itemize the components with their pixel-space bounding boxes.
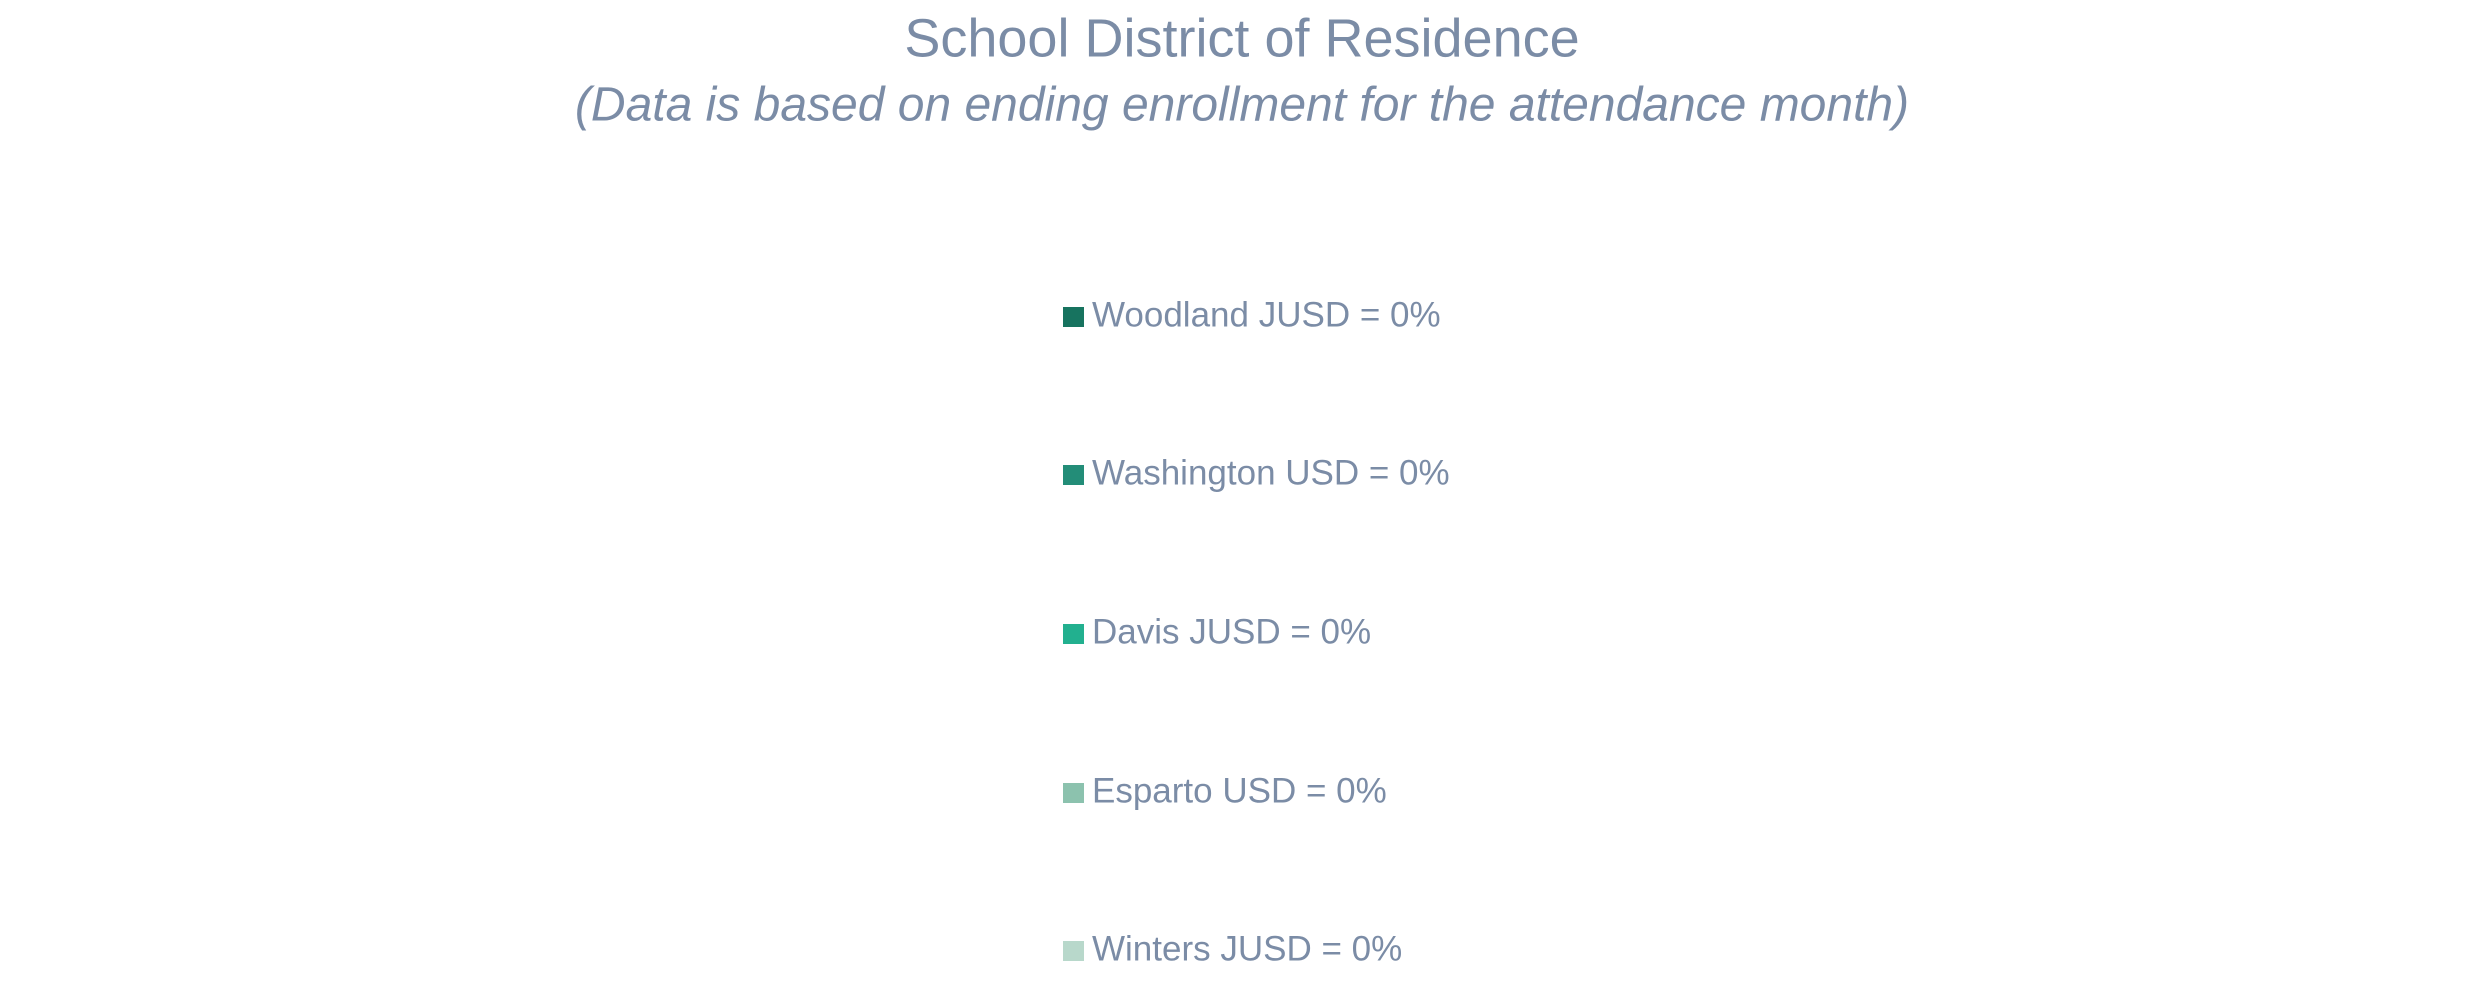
legend-text: Esparto USD = 0% bbox=[1092, 771, 1387, 810]
legend-text: Winters JUSD = 0% bbox=[1092, 929, 1402, 968]
chart-title: School District of Residence bbox=[904, 8, 1579, 68]
legend-text: Woodland JUSD = 0% bbox=[1092, 295, 1441, 334]
legend-text: Washington USD = 0% bbox=[1092, 453, 1450, 492]
legend-text: Davis JUSD = 0% bbox=[1092, 612, 1371, 651]
legend-swatch bbox=[1063, 624, 1084, 644]
chart-subtitle: (Data is based on ending enrollment for … bbox=[575, 79, 1909, 132]
legend-swatch bbox=[1063, 307, 1084, 327]
legend: Woodland JUSD = 0% Washington USD = 0% Dav… bbox=[1063, 295, 1450, 968]
legend-swatch bbox=[1063, 465, 1084, 485]
legend-swatch bbox=[1063, 783, 1084, 803]
legend-swatch bbox=[1063, 941, 1084, 961]
